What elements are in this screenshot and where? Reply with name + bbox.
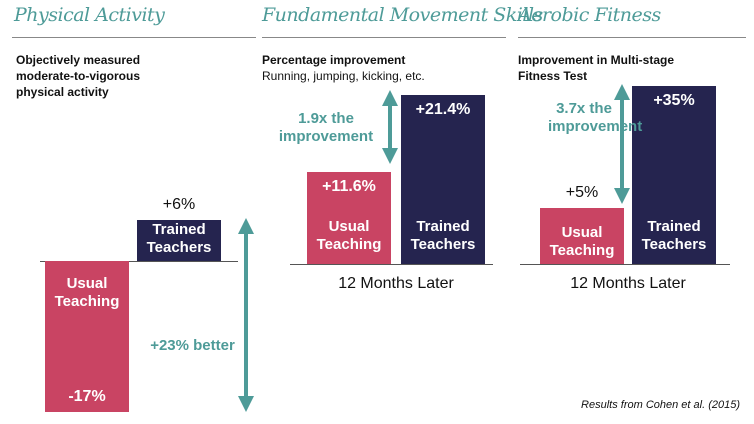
source-note: Results from Cohen et al. (2015) [581, 399, 740, 411]
panel3-bar-usual-teaching: Usual Teaching [540, 208, 624, 264]
bar-value-label: -17% [68, 388, 106, 406]
bar-category-label: Trained Teachers [410, 217, 476, 253]
panel3-rule [518, 37, 746, 38]
bar-value-label: +11.6% [322, 178, 376, 196]
bar-category-label: Usual Teaching [54, 275, 120, 310]
panel1-baseline [40, 261, 238, 262]
panel2-baseline [290, 264, 493, 265]
bar-category-label: Trained Teachers [641, 218, 707, 253]
panel3-xlabel: 12 Months Later [570, 275, 686, 292]
bar-value-label: +6% [162, 196, 196, 214]
panel3-baseline [520, 264, 730, 265]
panel2-title: Fundamental Movement Skills [262, 4, 543, 26]
panel1-rule [12, 37, 256, 38]
panel1-annotation: +23% better [150, 337, 235, 354]
bar-category-label: Usual Teaching [316, 217, 382, 253]
panel1-bar-usual-teaching: Usual Teaching -17% [45, 261, 129, 413]
panel2-subtitle2: Running, jumping, kicking, etc. [262, 69, 425, 83]
panel2-bar-trained-teachers: +21.4% Trained Teachers [401, 94, 485, 264]
bar-value-label: +5% [565, 184, 599, 201]
panel2-subtitle: Percentage improvement [262, 53, 406, 67]
bar-category-label: Usual Teaching [549, 224, 615, 259]
panel2-annotation: 1.9x the improvement [278, 110, 374, 145]
panel2-xlabel: 12 Months Later [338, 275, 454, 292]
panel2-bar-usual-teaching: +11.6% Usual Teaching [307, 172, 391, 264]
bar-category-label: Trained Teachers [146, 220, 212, 256]
panel1-bar-trained-teachers: Trained Teachers [137, 220, 221, 261]
panel3-subtitle: Improvement in Multi-stage Fitness Test [518, 53, 675, 83]
panel3-title: Aerobic Fitness [518, 4, 661, 26]
panel1-title: Physical Activity [14, 4, 165, 26]
panel3-bar-trained-teachers: +35% Trained Teachers [632, 85, 716, 264]
panel1-subtitle: Objectively measured moderate-to-vigorou… [16, 53, 141, 99]
bar-value-label: +21.4% [415, 100, 471, 118]
panel2-rule [262, 37, 506, 38]
bar-value-label: +35% [653, 91, 695, 109]
